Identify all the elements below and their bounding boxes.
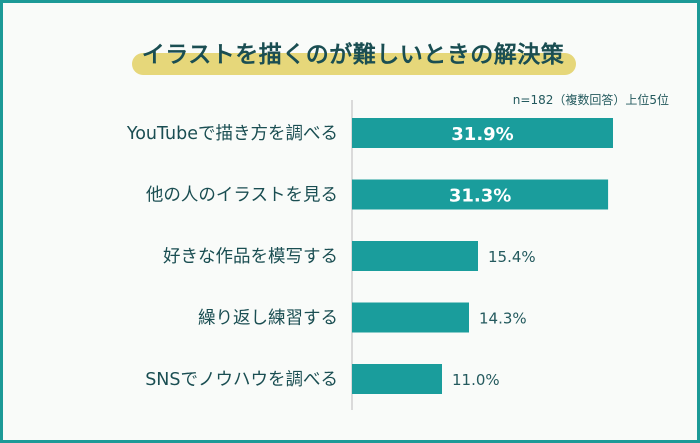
title-area: イラストを描くのが難しいときの解決策 xyxy=(3,33,700,83)
value-label: 31.3% xyxy=(449,186,511,207)
value-label: 31.9% xyxy=(451,124,513,145)
title-highlight xyxy=(132,53,576,75)
category-label: YouTubeで描き方を調べる xyxy=(126,124,338,144)
category-label: 好きな作品を模写する xyxy=(163,247,338,267)
chart-title: イラストを描くのが難しいときの解決策 xyxy=(141,42,565,68)
category-label: 他の人のイラストを見る xyxy=(146,186,338,206)
sample-note: n=182（複数回答）上位5位 xyxy=(512,93,669,107)
bar xyxy=(352,179,609,210)
value-label: 14.3% xyxy=(479,310,527,328)
value-label: 11.0% xyxy=(452,371,500,389)
bar xyxy=(352,118,613,148)
value-label: 15.4% xyxy=(488,248,536,266)
category-label: 繰り返し練習する xyxy=(198,309,338,329)
bar xyxy=(352,241,478,271)
bar xyxy=(352,302,469,333)
category-label: SNSでノウハウを調べる xyxy=(145,370,338,390)
bar xyxy=(352,364,442,394)
